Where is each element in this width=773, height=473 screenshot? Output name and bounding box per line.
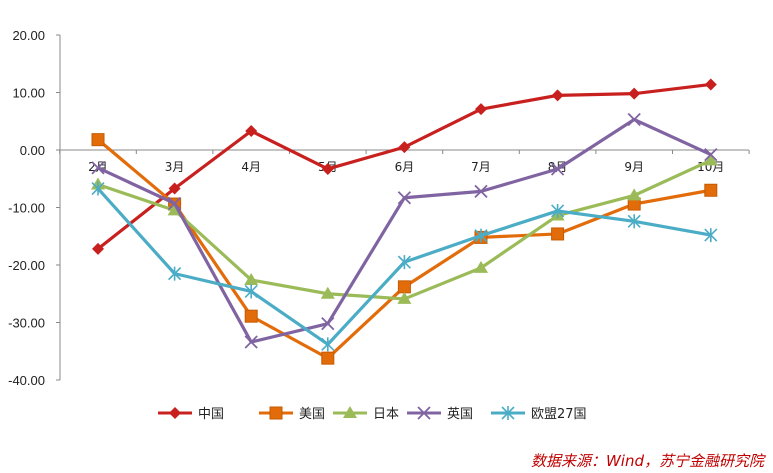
data-point (501, 406, 515, 420)
data-point (244, 309, 258, 323)
legend-item: 英国 (407, 406, 473, 422)
legend: 中国 美国 日本 英国 欧盟27国 (158, 406, 587, 422)
data-point (321, 337, 335, 352)
data-point (550, 162, 565, 176)
data-point (474, 260, 488, 273)
data-point (704, 183, 718, 197)
data-point (321, 162, 334, 175)
legend-label: 英国 (447, 407, 473, 422)
y-tick-label: 0.00 (20, 143, 45, 158)
data-point (168, 266, 182, 281)
y-tick-label: 20.00 (12, 28, 45, 43)
data-point (92, 242, 104, 255)
x-tick-label: 4月 (241, 160, 261, 174)
data-point (397, 191, 412, 205)
data-point (91, 133, 105, 147)
data-point (551, 89, 564, 102)
data-point (627, 112, 641, 127)
data-point (244, 335, 258, 349)
data-point (417, 406, 431, 420)
x-tick-label: 3月 (165, 160, 185, 174)
data-point (474, 184, 488, 199)
data-point (398, 141, 411, 154)
source-note: 数据来源：Wind，苏宁金融研究院 (531, 452, 766, 470)
series-layer (91, 78, 718, 365)
legend-item: 欧盟27国 (491, 406, 587, 422)
series-中国 (92, 78, 717, 255)
data-point (551, 227, 565, 241)
data-point (704, 78, 717, 91)
data-point (704, 147, 718, 162)
y-tick-label: 10.00 (12, 86, 45, 101)
data-point (343, 406, 357, 418)
legend-label: 欧盟27国 (531, 407, 587, 422)
data-point (397, 280, 411, 294)
legend-item: 日本 (333, 406, 399, 422)
data-point (703, 153, 718, 166)
data-point (244, 272, 259, 285)
data-point (245, 125, 258, 138)
series-日本 (91, 153, 718, 304)
y-tick-label: -30.00 (8, 316, 45, 331)
legend-label: 日本 (373, 407, 399, 422)
y-tick-label: -40.00 (8, 373, 45, 388)
data-point (244, 284, 258, 299)
x-tick-label: 7月 (471, 160, 491, 174)
y-tick-label: -10.00 (8, 201, 45, 216)
data-point (91, 161, 105, 175)
data-point (168, 182, 181, 195)
x-tick-label: 9月 (624, 160, 644, 174)
data-point (397, 255, 411, 270)
data-point (475, 103, 487, 116)
legend-label: 美国 (299, 407, 325, 422)
data-point (321, 351, 335, 365)
data-point (627, 214, 641, 229)
series-英国 (91, 112, 718, 349)
data-point (704, 228, 718, 243)
x-tick-label: 6月 (395, 160, 415, 174)
data-point (551, 203, 565, 218)
legend-item: 美国 (259, 406, 325, 422)
data-point (321, 317, 335, 331)
legend-label: 中国 (198, 407, 224, 422)
data-point (474, 228, 488, 243)
data-point (627, 188, 642, 201)
data-point (269, 406, 283, 420)
y-tick-label: -20.00 (8, 258, 45, 273)
legend-item: 中国 (158, 407, 224, 422)
data-point (397, 291, 412, 304)
series-欧盟27国 (91, 181, 718, 352)
data-point (320, 286, 335, 299)
data-point (628, 87, 641, 100)
data-point (167, 196, 182, 211)
data-point (91, 181, 105, 196)
data-point (169, 407, 181, 419)
